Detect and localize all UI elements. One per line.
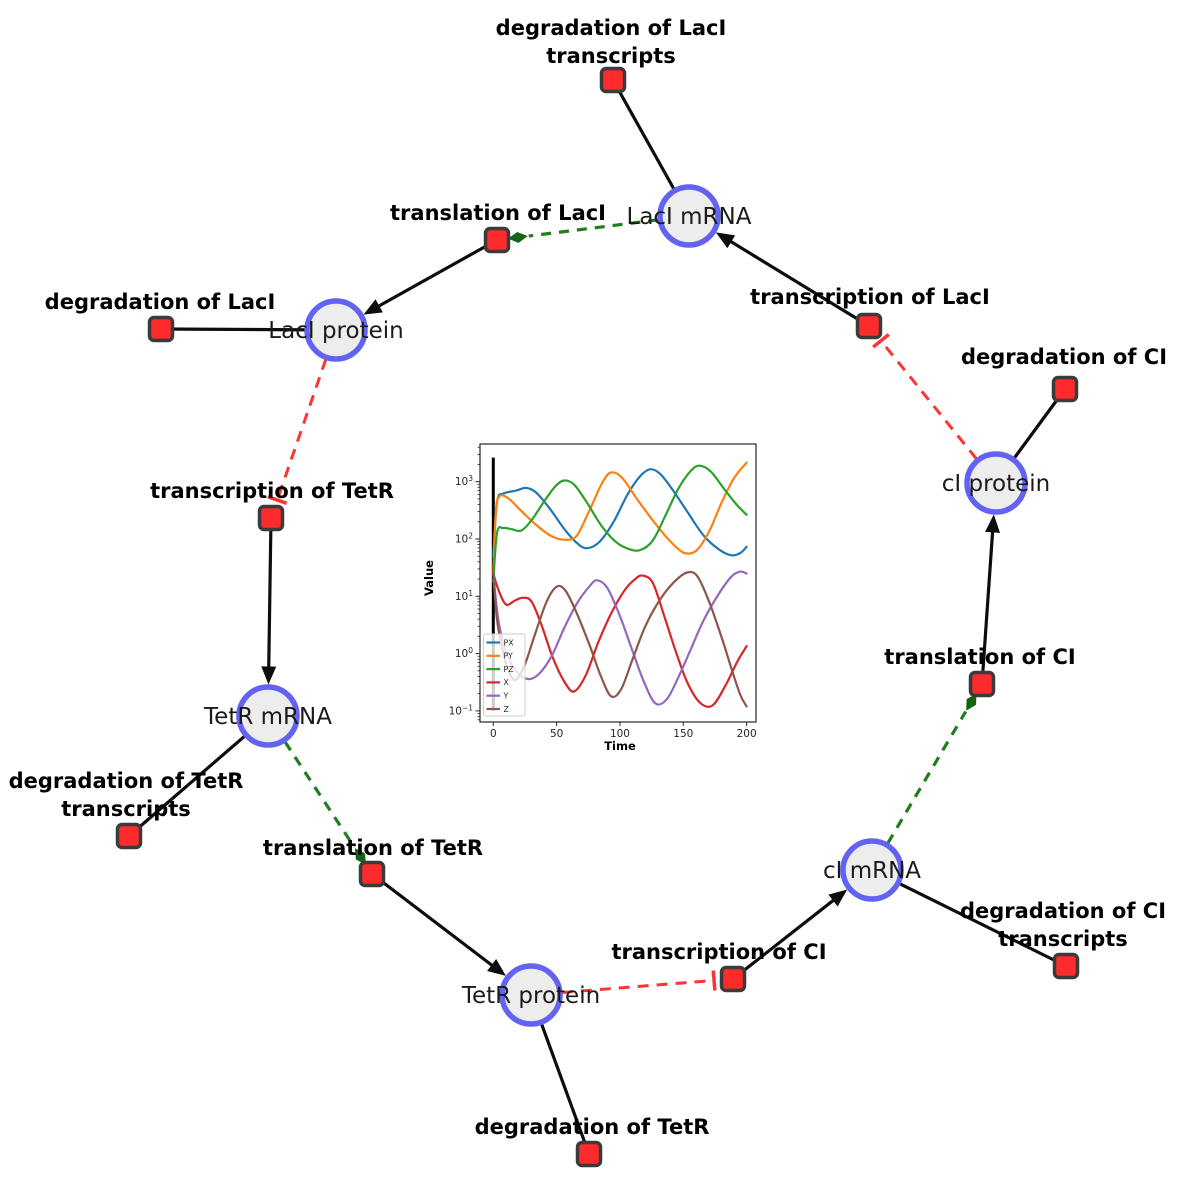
reaction-node-tx-laci[interactable] [855,312,883,340]
edge-inhibition-ci-protein-tx-laci-tee-bar [872,333,890,349]
x-tick-label: 100 [610,728,630,740]
edge-production-transl-tetr-tetr-protein[interactable] [371,872,495,968]
edge-production-transl-ci-ci-protein-arrowhead [985,514,1001,533]
edge-production-tx-ci-ci-mrna[interactable] [732,898,836,981]
reaction-label-deg-tetr-transcripts: degradation of TetR transcripts [9,769,244,821]
species-node-tetr-mrna[interactable] [236,684,300,748]
edges-layer [127,79,1067,1155]
edge-production-transl-laci-laci-protein[interactable] [376,238,498,309]
legend-label-Y: Y [503,692,509,701]
reaction-node-deg-ci[interactable] [1051,375,1079,403]
edge-modifier-ci-mrna-transl-ci[interactable] [886,710,968,845]
species-node-tetr-protein[interactable] [499,963,563,1027]
species-label-laci-protein: LacI protein [268,318,403,344]
reaction-label-deg-ci-transcripts: degradation of CI transcripts [960,899,1166,951]
species-node-laci-mrna[interactable] [657,184,721,248]
nodes-layer [115,66,1080,1168]
series-line-PX [492,468,748,558]
species-label-tetr-protein: TetR protein [461,983,600,1009]
edge-production-tx-tetr-tetr-mrna-arrowhead [261,666,277,685]
legend-label-PY: PY [504,652,514,661]
y-tick-label: 102 [455,532,473,546]
reaction-node-tx-ci[interactable] [719,965,747,993]
legend-label-Z: Z [504,705,509,714]
legend-label-X: X [504,678,510,687]
reaction-label-deg-tetr: degradation of TetR [475,1115,710,1139]
species-label-tetr-mrna: TetR mRNA [203,704,332,730]
species-label-ci-mrna: cI mRNA [823,858,921,884]
reaction-label-deg-laci-transcripts: degradation of LacI transcripts [496,16,727,68]
edge-modifier-tetr-mrna-transl-tetr-arrowhead [354,848,366,865]
series-line-Y [492,570,748,706]
x-tick-label: 0 [490,728,497,740]
species-node-ci-protein[interactable] [964,451,1028,515]
reaction-label-transl-tetr: translation of TetR [263,836,483,860]
y-tick-label: 101 [455,589,473,603]
edge-consumption-ci-mrna-deg-ci-transcripts[interactable] [871,868,1067,968]
edge-production-tx-ci-ci-mrna-arrowhead [828,889,848,907]
edge-modifier-laci-mrna-transl-laci-arrowhead [507,231,528,243]
reaction-node-deg-ci-transcripts[interactable] [1052,952,1080,980]
edge-modifier-tetr-mrna-transl-tetr[interactable] [283,741,356,849]
species-node-ci-mrna[interactable] [840,838,904,902]
y-tick-label: 100 [455,646,473,660]
reaction-label-deg-ci: degradation of CI [961,345,1167,369]
reaction-label-deg-laci: degradation of LacI [45,290,276,314]
edge-modifier-ci-mrna-transl-ci-arrowhead [966,693,977,711]
edge-inhibition-tetr-protein-tx-ci-tee-bar [711,970,717,991]
edge-inhibition-laci-protein-tx-tetr[interactable] [276,358,328,499]
series-line-X [492,572,748,708]
species-label-laci-mrna: LacI mRNA [627,204,752,230]
y-axis-title: Value [422,560,436,596]
edge-inhibition-ci-protein-tx-laci[interactable] [881,341,978,460]
reaction-node-transl-laci[interactable] [483,226,511,254]
edge-production-tx-laci-laci-mrna[interactable] [728,239,870,328]
edge-modifier-laci-mrna-transl-laci[interactable] [528,218,659,238]
reaction-label-tx-laci: transcription of LacI [750,285,990,309]
series-line-PY [492,461,748,575]
x-tick-label: 200 [737,728,757,740]
reaction-node-deg-tetr[interactable] [575,1140,603,1168]
timeseries-plot: 0 50 100 150 200 103 102 101 100 10−1 PX PY PZ XYZ Ti… [422,443,757,753]
edge-production-transl-tetr-tetr-protein-arrowhead [487,959,506,976]
edge-inhibition-laci-protein-tx-tetr-tee-bar [267,495,288,505]
x-axis-title: Time [604,739,636,753]
reaction-node-deg-tetr-transcripts[interactable] [115,822,143,850]
reaction-node-deg-laci-transcripts[interactable] [599,66,627,94]
x-tick-label: 150 [673,728,693,740]
x-tick-label: 50 [550,728,563,740]
reaction-node-tx-tetr[interactable] [257,504,285,532]
reaction-label-tx-tetr: transcription of TetR [150,479,394,503]
reaction-label-tx-ci: transcription of CI [611,940,826,964]
reaction-node-transl-ci[interactable] [968,670,996,698]
edge-production-tx-tetr-tetr-mrna[interactable] [267,517,273,669]
reaction-node-transl-tetr[interactable] [358,860,386,888]
y-tick-label: 103 [455,474,473,488]
reaction-node-deg-laci[interactable] [147,315,175,343]
edge-production-transl-laci-laci-protein-arrowhead [363,299,383,315]
legend-label-PZ: PZ [504,665,514,674]
labels-layer: degradation of LacI transcripts translatio… [9,16,1167,1139]
legend-label-PX: PX [504,638,515,647]
species-label-ci-protein: cI protein [942,471,1051,497]
edge-production-tx-laci-laci-mrna-arrowhead [715,232,736,249]
edge-inhibition-tetr-protein-tx-ci[interactable] [561,979,713,995]
y-tick-label: 10−1 [449,703,474,717]
reaction-label-transl-laci: translation of LacI [390,201,606,225]
chart-frame [479,443,757,723]
series-line-PZ [492,464,748,583]
edge-production-transl-ci-ci-protein[interactable] [980,530,995,685]
reaction-label-transl-ci: translation of CI [884,645,1075,669]
species-node-laci-protein[interactable] [304,298,368,362]
